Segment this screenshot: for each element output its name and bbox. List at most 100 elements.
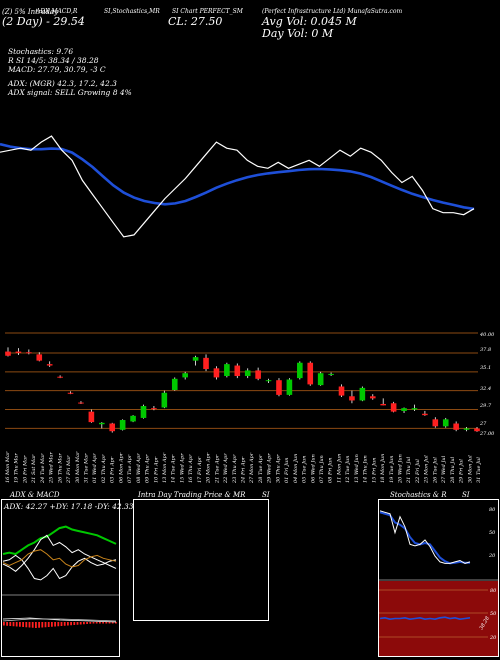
- date-label: 28 Tue Apr: [258, 454, 264, 484]
- adx-series-line: [2, 525, 117, 556]
- candle-down: [276, 380, 282, 395]
- day-volume: Day Vol: 0 M: [262, 27, 334, 40]
- date-label: 15 Fri Jun: [371, 458, 377, 483]
- stochastics-panel: [378, 499, 499, 657]
- candle-up: [171, 378, 178, 390]
- date-label: 21 Thu Jul: [406, 456, 412, 484]
- candle-up: [265, 380, 272, 382]
- macd-histogram-bar: [28, 622, 31, 628]
- price-tick-label: 29.7: [479, 403, 492, 409]
- macd-histogram-bar: [111, 622, 114, 624]
- rsi-tick-label: 50: [490, 611, 497, 617]
- candle-up: [119, 420, 126, 430]
- candle-up: [224, 364, 230, 377]
- date-label: 15 Wed Apr: [179, 453, 185, 483]
- candle-down: [369, 396, 376, 399]
- date-label: 16 Mon Mar: [5, 451, 11, 483]
- date-label: 07 Tue Apr: [127, 454, 133, 483]
- candle-down: [380, 403, 386, 406]
- date-label: 14 Tue Apr: [171, 454, 177, 483]
- header-label-2: SI,Stochastics,MR: [104, 8, 160, 15]
- candle-up: [286, 379, 293, 395]
- macd-histogram-bar: [79, 622, 82, 625]
- date-label: 04 Mon Jun: [293, 454, 299, 483]
- header-label-3: SI Chart PERFECT_SM: [172, 8, 243, 15]
- macd-histogram-bar: [47, 622, 50, 627]
- intraday-panel: [133, 499, 269, 621]
- price-tick-label: 35.1: [480, 365, 491, 371]
- date-label: 26 Thu Mar: [57, 453, 63, 484]
- price-line: [0, 135, 475, 238]
- macd-histogram-bar: [57, 622, 60, 627]
- company-name: (Perfect Infrastructure Ltd) MunafaSutra…: [262, 8, 403, 15]
- candle-down: [213, 368, 220, 378]
- candle-up: [192, 357, 199, 361]
- candle-down: [67, 392, 74, 394]
- candle-down: [432, 419, 439, 427]
- stochastics-readout: Stochastics: 9.76: [8, 47, 74, 56]
- date-label: 20 Wed Jun: [398, 454, 404, 484]
- candle-up: [442, 419, 449, 427]
- date-label: 14 Thu Jun: [363, 455, 369, 483]
- date-label: 22 Fri Jul: [415, 459, 421, 484]
- close-price: CL: 27.50: [168, 15, 223, 28]
- candle-down: [453, 423, 459, 430]
- price-average-line-chart: [0, 135, 475, 238]
- average-line: [0, 142, 475, 211]
- adx-series-line: [2, 549, 117, 568]
- date-label: 25 Mon Jul: [424, 455, 430, 484]
- date-label: 16 Thu Apr: [188, 454, 194, 483]
- date-label: 30 Mon Jul: [467, 455, 473, 483]
- candle-down: [5, 351, 11, 356]
- macd-histogram-bar: [115, 622, 117, 624]
- macd-histogram-bar: [108, 622, 111, 624]
- date-label: 13 Mon Apr: [162, 452, 168, 483]
- date-label: 08 Fri Jun: [328, 458, 334, 483]
- candle-down: [349, 396, 355, 401]
- candle-down: [234, 365, 241, 377]
- price-tick-label: 32.4: [480, 386, 491, 392]
- avg-volume: Avg Vol: 0.045 M: [262, 15, 357, 28]
- intraday-panel-title: Intra Day Trading Price & MR: [138, 491, 246, 499]
- date-label: 06 Mon Apr: [118, 452, 124, 483]
- stochastics-tick-label: 20: [488, 553, 496, 559]
- date-label: 21 Sat Mar: [31, 454, 37, 484]
- macd-histogram-bar: [73, 622, 76, 625]
- macd-histogram-bar: [105, 622, 108, 624]
- macd-histogram-bar: [44, 622, 47, 628]
- macd-histogram-bar: [99, 622, 101, 624]
- intraday-label: (Z) 5% Intraday: [2, 8, 59, 16]
- macd-histogram-bar: [51, 622, 53, 627]
- candle-up: [328, 373, 334, 375]
- date-label: 02 Thu Apr: [101, 454, 107, 483]
- candle-up: [182, 373, 188, 378]
- date-label: 25 Wed Mar: [49, 451, 55, 484]
- date-label: 30 Thu Apr: [275, 454, 281, 483]
- macd-histogram-bar: [25, 622, 28, 628]
- macd-histogram-bar: [31, 622, 34, 628]
- date-label: 10 Fri Apr: [153, 456, 159, 483]
- candle-down: [78, 402, 84, 404]
- macd-line: [2, 617, 117, 623]
- macd-histogram-bar: [41, 622, 44, 628]
- rsi-line: [379, 616, 471, 621]
- macd-histogram-bar: [19, 622, 21, 627]
- rsi-tick-label: 20: [489, 635, 497, 641]
- two-day-label: (2 Day) - 29.54: [2, 15, 85, 28]
- candle-down: [46, 364, 53, 366]
- macd-histogram-bar: [22, 622, 24, 627]
- adx-series-line: [2, 534, 117, 572]
- date-label: 11 Mon Jun: [336, 454, 342, 483]
- date-label: 20 Mon Apr: [206, 452, 212, 484]
- intraday-panel-right-label: SI: [262, 491, 270, 499]
- macd-readout: MACD: 27.79, 30.79, -3 C: [8, 65, 106, 74]
- candle-up: [161, 392, 168, 408]
- macd-histogram-bar: [38, 622, 40, 628]
- date-label: 31 Tue Mar: [84, 453, 90, 483]
- candle-up: [244, 370, 251, 377]
- stochastics-line: [379, 510, 471, 564]
- price-tick-label: 27.00: [479, 431, 495, 437]
- macd-histogram-bar: [86, 622, 88, 624]
